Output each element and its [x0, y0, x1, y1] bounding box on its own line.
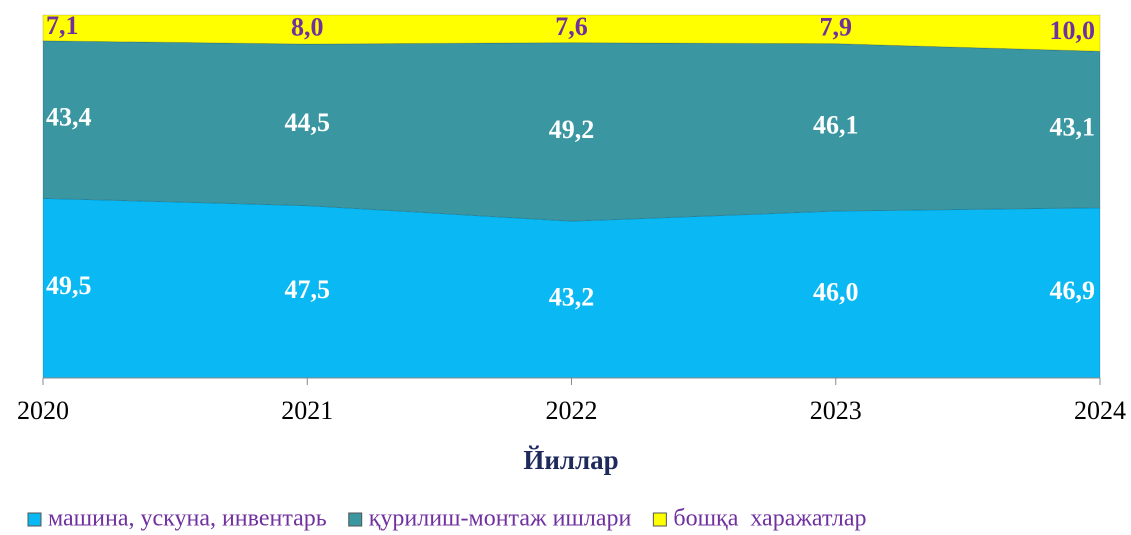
data-label: 7,1	[46, 11, 79, 40]
x-axis-label: Йиллар	[523, 445, 618, 475]
data-label: 7,6	[555, 12, 588, 41]
data-label: 43,1	[1050, 112, 1096, 141]
x-tick-label: 2023	[810, 396, 862, 425]
legend-label: машина, ускуна, инвентарь	[48, 506, 327, 532]
data-label: 46,9	[1050, 276, 1096, 305]
data-label: 46,0	[813, 277, 859, 306]
data-label: 10,0	[1050, 16, 1096, 45]
data-label: 8,0	[291, 12, 324, 41]
data-label: 7,9	[820, 12, 853, 41]
x-tick-label: 2020	[17, 396, 69, 425]
x-tick-label: 2022	[546, 396, 598, 425]
area	[42, 14, 1101, 52]
data-label: 43,2	[549, 283, 595, 312]
data-label: 49,5	[46, 271, 92, 300]
data-label: 43,4	[46, 103, 92, 132]
x-tick-label: 2024	[1074, 396, 1126, 425]
data-label: 47,5	[285, 275, 331, 304]
data-label: 46,1	[813, 110, 859, 139]
data-label: 49,2	[549, 115, 595, 144]
data-label: 44,5	[285, 108, 331, 137]
legend-swatch	[27, 512, 42, 527]
legend-label: бошқа харажатлар	[673, 506, 866, 532]
legend-label: қурилиш-монтаж ишлари	[369, 506, 632, 532]
legend-swatch	[348, 512, 363, 527]
legend-swatch	[652, 512, 667, 527]
area	[42, 40, 1101, 222]
x-tick-label: 2021	[281, 396, 333, 425]
